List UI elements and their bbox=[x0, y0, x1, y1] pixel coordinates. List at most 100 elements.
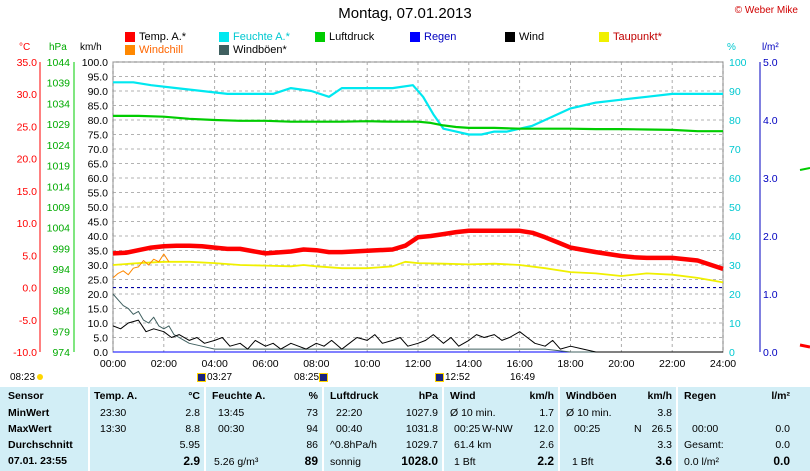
wind-max-value: 12.0 bbox=[533, 423, 554, 435]
humidity-tick-label: 80 bbox=[729, 115, 741, 127]
series-humidity bbox=[113, 81, 723, 136]
pressure-tick-label: 1039 bbox=[47, 78, 71, 90]
pressure-tick-label: 1019 bbox=[47, 161, 71, 173]
wind-tick-label: 45.0 bbox=[88, 217, 109, 229]
hum-current-value: 89 bbox=[304, 454, 318, 468]
legend-pressure: Luftdruck bbox=[315, 31, 374, 43]
stats-col-pressure: Luftdruck hPa 22:20 1027.9 00:40 1031.8 … bbox=[324, 387, 444, 471]
wind-tick-label: 0.0 bbox=[93, 347, 108, 359]
x-tick-label: 00:00 bbox=[100, 358, 126, 370]
temp-tick-label: 25.0 bbox=[17, 121, 38, 133]
pressure-tick-label: 989 bbox=[52, 285, 70, 297]
x-tick-label: 22:00 bbox=[659, 358, 685, 370]
row-label-min: MinWert bbox=[8, 407, 50, 419]
x-tick-label: 20:00 bbox=[608, 358, 634, 370]
humidity-tick-label: 40 bbox=[729, 231, 741, 243]
series-wind bbox=[112, 319, 723, 353]
rain-tick-label: 2.0 bbox=[763, 231, 778, 243]
chart-title: Montag, 07.01.2013 bbox=[338, 5, 472, 22]
legend-dewpoint: Taupunkt* bbox=[599, 31, 662, 43]
temp-tick-label: 5.0 bbox=[22, 250, 37, 262]
temp-axis-unit: °C bbox=[19, 42, 31, 53]
humidity-tick-label: 10 bbox=[729, 318, 741, 330]
legend-humidity: Feuchte A.* bbox=[219, 31, 290, 43]
gust-max-time: 00:25 bbox=[574, 423, 601, 435]
rain-tick-label: 0.0 bbox=[763, 347, 778, 359]
wind-tick-label: 100.0 bbox=[82, 57, 108, 69]
weather-chart: 00:00 02:00 04:00 06:00 08:00 10:00 12:00 14:00… bbox=[13, 57, 810, 370]
press-min-time: 22:20 bbox=[336, 407, 363, 419]
press-min-value: 1027.9 bbox=[405, 407, 438, 419]
sunrise-time: 08:23 bbox=[10, 372, 44, 383]
humidity-tick-label: 100 bbox=[729, 57, 747, 69]
humidity-tick-label: 60 bbox=[729, 173, 741, 185]
stats-col-sensor: Sensor MinWert MaxWert Durchschnitt 07.0… bbox=[0, 387, 90, 471]
press-trend: ^0.8hPa/h bbox=[330, 439, 377, 451]
temp-tick-label: 30.0 bbox=[17, 89, 38, 101]
x-tick-label: 16:00 bbox=[507, 358, 533, 370]
wind-tick-label: 85.0 bbox=[88, 101, 109, 113]
row-label-avg: Durchschnitt bbox=[8, 439, 73, 451]
x-tick-label: 02:00 bbox=[151, 358, 177, 370]
rain-total-label: Gesamt: bbox=[684, 439, 724, 451]
press-current-value: 1028.0 bbox=[401, 454, 438, 468]
stats-table: Sensor MinWert MaxWert Durchschnitt 07.0… bbox=[0, 387, 810, 471]
pressure-tick-label: 1029 bbox=[47, 119, 71, 131]
stats-col-temp: Temp. A. °C 23:30 2.8 13:30 8.8 5.95 2.9 bbox=[90, 387, 206, 471]
sun-icon bbox=[37, 374, 44, 381]
wind-tick-label: 80.0 bbox=[88, 115, 109, 127]
pressure-tick-label: 1024 bbox=[47, 140, 71, 152]
copyright-link[interactable]: © Weber Mike bbox=[734, 5, 798, 16]
gust-min-label: Ø 10 min. bbox=[566, 407, 612, 419]
temp-tick-label: 35.0 bbox=[17, 57, 38, 69]
pressure-tick-label: 1034 bbox=[47, 98, 71, 110]
gust-current-value: 3.6 bbox=[655, 454, 672, 468]
pressure-tick-label: 994 bbox=[52, 264, 70, 276]
wind-beaufort: 1 Bft bbox=[454, 456, 476, 468]
x-tick-label: 24:00 bbox=[710, 358, 736, 370]
stats-col-humidity: Feuchte A. % 13:45 73 00:30 94 86 5.26 g… bbox=[206, 387, 324, 471]
press-max-time: 00:40 bbox=[336, 423, 363, 435]
gust-max-direction: N bbox=[634, 423, 642, 435]
wind-min-value: 1.7 bbox=[539, 407, 554, 419]
legend-temp: Temp. A.* bbox=[125, 31, 186, 43]
moon-extra-time: 08:25 bbox=[294, 372, 329, 383]
wind-tick-label: 70.0 bbox=[88, 144, 109, 156]
moonrise-time: 03:27 bbox=[197, 372, 232, 383]
header-wind-unit: km/h bbox=[529, 390, 554, 402]
hum-max-value: 94 bbox=[306, 423, 318, 435]
gust-beaufort: 1 Bft bbox=[572, 456, 594, 468]
wind-tick-label: 60.0 bbox=[88, 173, 109, 185]
sunset-time: 16:49 bbox=[510, 372, 536, 383]
pressure-tick-label: 974 bbox=[52, 347, 70, 359]
rain-tick-label: 5.0 bbox=[763, 57, 778, 69]
rain-total-value: 0.0 bbox=[775, 439, 790, 451]
wind-axis-unit: km/h bbox=[80, 42, 102, 53]
hum-max-time: 00:30 bbox=[218, 423, 245, 435]
temp-tick-label: 15.0 bbox=[17, 186, 38, 198]
moon-icon bbox=[197, 372, 206, 382]
temp-max-value: 8.8 bbox=[185, 423, 200, 435]
x-tick-label: 06:00 bbox=[252, 358, 278, 370]
pressure-tick-label: 1009 bbox=[47, 202, 71, 214]
hum-avg-value: 86 bbox=[306, 439, 318, 451]
wind-max-time: 00:25 bbox=[454, 423, 481, 435]
pressure-tick-label: 984 bbox=[52, 306, 70, 318]
press-max-value: 1031.8 bbox=[405, 423, 438, 435]
wind-tick-label: 55.0 bbox=[88, 188, 109, 200]
temp-min-value: 2.8 bbox=[185, 407, 200, 419]
wind-tick-label: 10.0 bbox=[88, 318, 109, 330]
wind-tick-label: 75.0 bbox=[88, 130, 109, 142]
x-tick-label: 14:00 bbox=[456, 358, 482, 370]
header-temp: Temp. A. bbox=[94, 390, 138, 402]
temp-tick-label: 0.0 bbox=[22, 283, 37, 295]
wind-tick-label: 35.0 bbox=[88, 246, 109, 258]
pressure-tick-label: 1044 bbox=[47, 57, 71, 69]
pressure-tick-label: 999 bbox=[52, 243, 70, 255]
humidity-tick-label: 30 bbox=[729, 260, 741, 272]
series-temp bbox=[112, 228, 724, 272]
wind-tick-label: 15.0 bbox=[88, 304, 109, 316]
header-pressure: Luftdruck bbox=[330, 390, 379, 402]
temp-min-time: 23:30 bbox=[100, 407, 127, 419]
humidity-tick-label: 50 bbox=[729, 202, 741, 214]
